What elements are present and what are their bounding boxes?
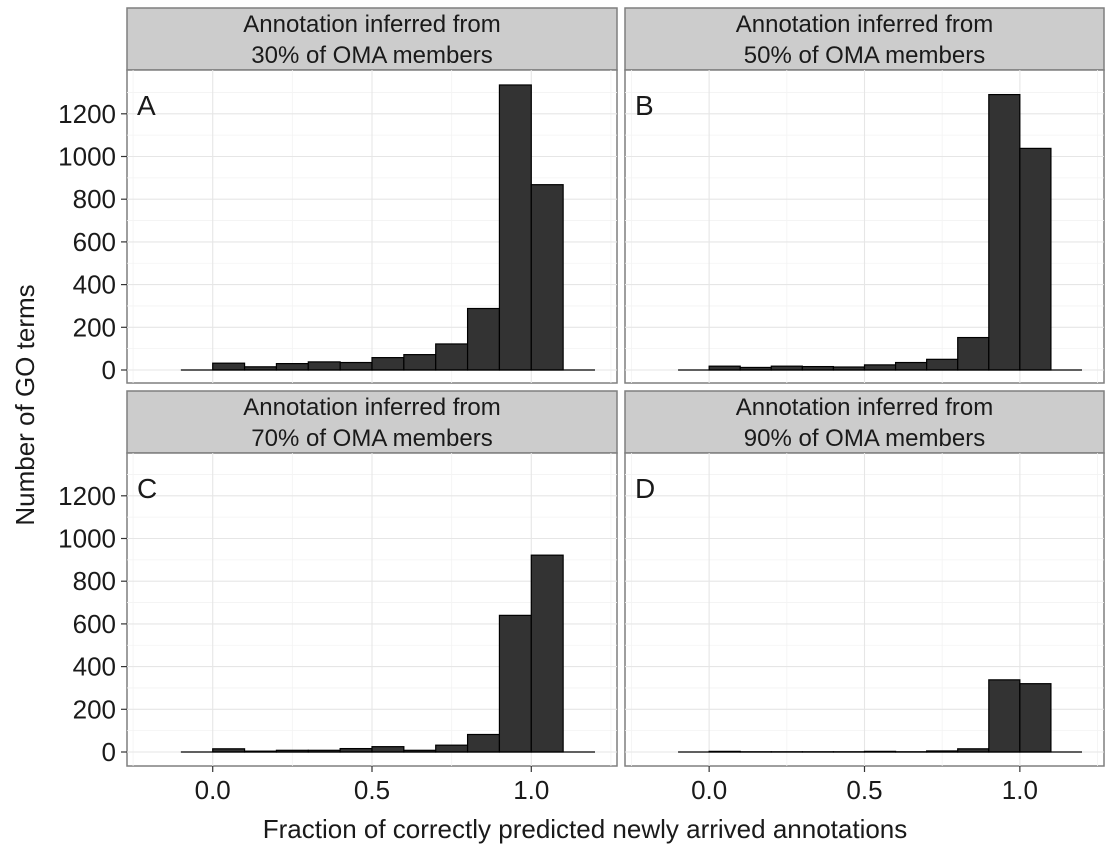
x-axis-title: Fraction of correctly predicted newly ar… [263, 814, 908, 844]
y-tick-label: 400 [73, 652, 116, 682]
y-tick-label: 200 [73, 694, 116, 724]
histogram-bar [371, 746, 405, 753]
y-tick-label: 1000 [58, 142, 116, 172]
panel-c: Annotation inferred from 70% of OMA membe… [126, 390, 618, 767]
panel-strip-title-line1: Annotation inferred from [736, 11, 993, 38]
histogram-bar [498, 84, 532, 371]
panel-strip-title-line1: Annotation inferred from [243, 394, 500, 421]
y-tick-label: 0 [102, 355, 116, 385]
histogram-bar [988, 93, 1021, 371]
x-tick-label: 0.5 [354, 775, 390, 805]
panel-strip-title-line2: 70% of OMA members [251, 425, 492, 452]
histogram-bar [275, 362, 309, 371]
axes-layer: 0 200 400 600 800 1000 1200 0 200 400 600 800 1000 12… [58, 99, 1038, 805]
histogram-bar [466, 733, 501, 753]
y-tick-label: 800 [73, 566, 116, 596]
panel-bars [180, 84, 595, 371]
panel-tag-label: A [137, 90, 156, 121]
panel-tag-label: C [137, 473, 157, 504]
panel-strip-title-line2: 50% of OMA members [744, 42, 985, 69]
y-tick-label: 200 [73, 312, 116, 342]
panel-strip-title-line1: Annotation inferred from [243, 11, 500, 38]
histogram-bar [863, 364, 897, 371]
x-tick-label: 0.0 [195, 775, 231, 805]
y-tick-label: 400 [73, 270, 116, 300]
panel-d: Annotation inferred from 90% of OMA membe… [624, 390, 1105, 767]
panel-strip-title-line2: 30% of OMA members [251, 42, 492, 69]
histogram-bar [466, 307, 501, 371]
x-tick-label: 1.0 [1002, 775, 1038, 805]
y-tick-label: 600 [73, 227, 116, 257]
panel-strip [624, 390, 1105, 454]
histogram-bar [988, 679, 1021, 753]
histogram-bar [530, 184, 564, 371]
y-tick-label: 800 [73, 184, 116, 214]
y-axis-title: Number of GO terms [10, 284, 40, 525]
y-tick-label: 1200 [58, 99, 116, 129]
panel-strip [624, 7, 1105, 71]
histogram-bar [307, 361, 341, 371]
panel-strip-title-line1: Annotation inferred from [736, 394, 993, 421]
histogram-bar [435, 744, 469, 753]
histogram-bar [371, 357, 405, 371]
panel-bars [678, 93, 1082, 371]
x-tick-label: 0.0 [691, 775, 727, 805]
histogram-bar [926, 358, 959, 371]
histogram-bar [212, 362, 246, 371]
panel-a: Annotation inferred from 30% of OMA membe… [126, 7, 618, 384]
x-tick-label: 1.0 [513, 775, 549, 805]
histogram-bar [1019, 683, 1052, 753]
panel-bars [180, 554, 595, 753]
histogram-bar [1019, 147, 1052, 371]
y-tick-label: 600 [73, 609, 116, 639]
y-tick-label: 0 [102, 737, 116, 767]
panel-strip-title-line2: 90% of OMA members [744, 425, 985, 452]
panels-layer: Annotation inferred from 30% of OMA membe… [126, 7, 1105, 767]
panel-bars [678, 679, 1082, 753]
histogram-bar [435, 343, 469, 371]
histogram-bar [957, 336, 990, 371]
histogram-bar [403, 354, 437, 371]
histogram-bar [894, 361, 928, 371]
histogram-bar [498, 614, 532, 753]
y-tick-label: 1000 [58, 524, 116, 554]
panel-b: Annotation inferred from 50% of OMA membe… [624, 7, 1105, 384]
histogram-bar [339, 361, 373, 371]
panel-tag-label: B [635, 90, 654, 121]
x-tick-label: 0.5 [846, 775, 882, 805]
panel-strip [126, 7, 618, 71]
y-tick-label: 1200 [58, 481, 116, 511]
panel-tag-label: D [635, 473, 655, 504]
histogram-bar [530, 554, 564, 753]
